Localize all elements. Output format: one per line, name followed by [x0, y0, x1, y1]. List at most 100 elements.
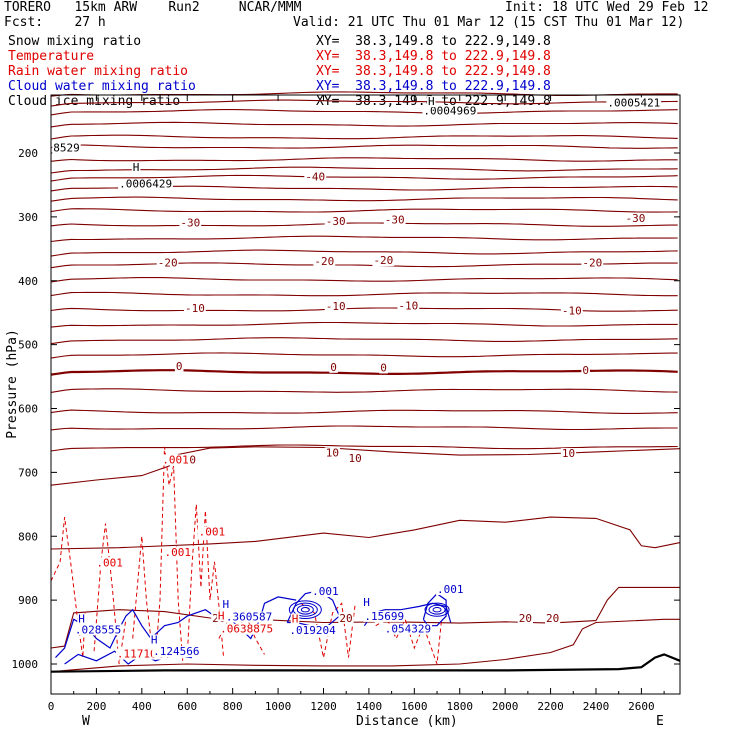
cloud-water-label: H	[363, 596, 370, 609]
isotherm-label-bg	[338, 612, 354, 624]
isotherm-label-bg	[383, 214, 406, 226]
rain-label: .001	[162, 453, 189, 466]
y-tick-label: 600	[18, 403, 38, 416]
isotherm-label-bg	[560, 305, 583, 317]
isotherm-label-bg	[379, 362, 388, 374]
x-axis-title: Distance (km)	[356, 714, 458, 729]
isotherm-line	[50, 444, 678, 452]
isotherm-label: -30	[385, 213, 405, 226]
cloud-ice-label-bg	[426, 96, 436, 108]
isotherm-label-bg	[304, 171, 327, 183]
isotherm-label-bg	[517, 612, 533, 624]
cloud-water-label-bg	[311, 586, 340, 598]
rain-contour	[186, 504, 225, 658]
isotherm-line	[50, 307, 678, 312]
x-tick-label: 1600	[401, 700, 428, 713]
isotherm-label-bg	[324, 216, 347, 228]
isotherm-line	[50, 91, 678, 97]
rain-contour	[300, 602, 356, 658]
isotherm-label-bg	[560, 448, 577, 460]
isotherm-label: 0	[380, 361, 387, 374]
legend-temperature-xy: XY= 38.3,149.8 to 222.9,149.8	[316, 49, 551, 64]
isotherm-label-bg	[545, 612, 561, 624]
cloud-water-core	[300, 607, 310, 613]
isotherm-label-bg	[329, 361, 338, 373]
isotherm-label: -10	[562, 305, 582, 318]
legend-temperature-label: Temperature	[8, 49, 95, 64]
legend-snow-label: Snow mixing ratio	[8, 34, 142, 49]
cloud-water-contour	[422, 592, 447, 627]
isotherm-label: 20	[546, 612, 559, 625]
isotherm-label: 10	[326, 446, 339, 459]
isotherm-label: 0	[176, 360, 183, 373]
isotherm-line	[50, 166, 678, 174]
isotherm-label-bg	[174, 361, 184, 373]
cloud-water-label: .124566	[153, 645, 199, 658]
rain-label-bg	[290, 613, 300, 625]
x-tick-label: 2600	[628, 700, 655, 713]
isotherm-label: -10	[326, 300, 346, 313]
cloud-water-label-bg	[383, 623, 433, 635]
x-tick-label: 0	[48, 700, 55, 713]
header-init: Init: 18 UTC Wed 29 Feb 12	[505, 0, 709, 15]
isotherm-label-bg	[624, 212, 647, 224]
rain-label: .0638875	[220, 623, 273, 636]
isotherm-label-bg	[179, 217, 202, 229]
cloud-water-label: .15699	[364, 610, 404, 623]
isotherm-label: 0	[330, 361, 337, 374]
rain-label-bg	[95, 557, 124, 569]
isotherm-line	[50, 99, 678, 107]
cloud-ice-label: .0004969	[423, 105, 476, 118]
cloud-water-contour	[286, 589, 341, 627]
isotherm-line	[50, 134, 678, 140]
isotherm-line	[50, 249, 678, 257]
rain-label-bg	[163, 547, 192, 559]
isotherm-label-bg	[397, 300, 420, 312]
rain-label-bg	[219, 623, 274, 635]
rain-label: H	[218, 609, 225, 622]
cloud-water-core	[432, 607, 442, 613]
cloud-water-label-bg	[288, 624, 337, 636]
isotherm-label: -20	[314, 255, 334, 268]
y-axis-title: Pressure (hPa)	[5, 329, 20, 439]
cloud-water-label-bg	[362, 596, 371, 608]
plot-frame	[50, 94, 681, 695]
x-tick-label: 400	[132, 700, 152, 713]
cloud-water-label: .001	[437, 583, 464, 596]
rain-label: .001	[165, 546, 192, 559]
cloud-water-label: .054329	[385, 623, 431, 636]
cloud-water-label: .019204	[289, 624, 336, 637]
cloud-water-label: H	[222, 598, 229, 611]
x-tick-label: 600	[177, 700, 197, 713]
isotherm-label: 10	[562, 447, 575, 460]
isotherm-label: -10	[185, 302, 205, 315]
cloud-water-label: .360587	[226, 611, 272, 624]
cloud-ice-label-bg	[52, 142, 81, 154]
legend-cloud-water-xy: XY= 38.3,149.8 to 222.9,149.8	[316, 79, 551, 94]
cloud-water-core	[292, 602, 318, 617]
cloud-water-label-bg	[77, 613, 86, 625]
isotherm-line	[50, 277, 678, 283]
isotherm-label: -20	[373, 254, 393, 267]
cloud-ice-label-bg	[118, 178, 173, 190]
cloud-ice-label-bg	[606, 97, 662, 109]
isotherm-label-bg	[324, 447, 340, 459]
rain-contour	[50, 517, 86, 658]
isotherm-line	[50, 121, 678, 128]
isotherm-line	[50, 409, 678, 414]
isotherm-label-bg	[372, 255, 395, 267]
x-tick-label: 1200	[310, 700, 337, 713]
legend-snow-xy: XY= 38.3,149.8 to 222.9,149.8	[316, 34, 551, 49]
cloud-water-label: .001	[312, 585, 339, 598]
rain-contour	[155, 446, 184, 661]
cloud-ice-label: H	[428, 95, 435, 108]
rain-contour	[93, 523, 127, 665]
isotherm-label-bg	[581, 257, 604, 269]
legend-cloud-water-label: Cloud water mixing ratio	[8, 79, 196, 94]
isotherm-line	[50, 235, 678, 243]
isotherm-label: 10	[348, 452, 361, 465]
y-tick-label: 500	[18, 339, 38, 352]
x-tick-label: 2200	[537, 700, 564, 713]
y-tick-label: 700	[18, 466, 38, 479]
